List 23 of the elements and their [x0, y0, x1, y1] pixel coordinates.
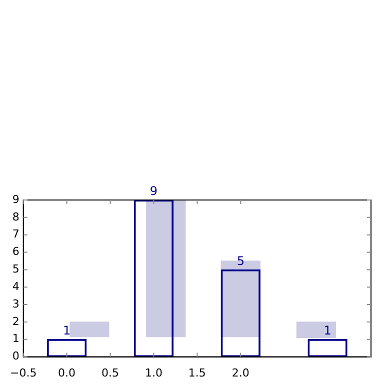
x-tick-label: 2.0 [232, 366, 250, 380]
x-tick-label: 1.5 [188, 366, 206, 380]
y-tick-label: 1 [12, 332, 20, 346]
x-tick-label: 0.5 [102, 366, 120, 380]
y-tick-label: 9 [12, 192, 20, 206]
y-tick-label: 6 [12, 245, 20, 258]
data-label: 5 [236, 254, 244, 268]
bar [146, 200, 186, 338]
bar [70, 322, 110, 338]
bar [296, 322, 336, 338]
data-label: 9 [150, 184, 158, 198]
y-tick-label: 2 [12, 314, 20, 328]
x-tick-label: 0.0 [58, 366, 76, 380]
y-tick-label: 0 [12, 350, 20, 363]
x-tick-label: 1.0 [144, 366, 162, 380]
data-label: 1 [62, 324, 71, 338]
y-tick-label: 7 [12, 228, 20, 241]
y-tick-label: 8 [12, 210, 20, 224]
x-tick-label: −0.5 [10, 366, 37, 380]
data-label: 1 [324, 324, 332, 338]
y-tick-label: 3 [12, 297, 20, 310]
y-tick-label: 5 [12, 262, 20, 276]
y-tick-label: 4 [12, 280, 20, 293]
